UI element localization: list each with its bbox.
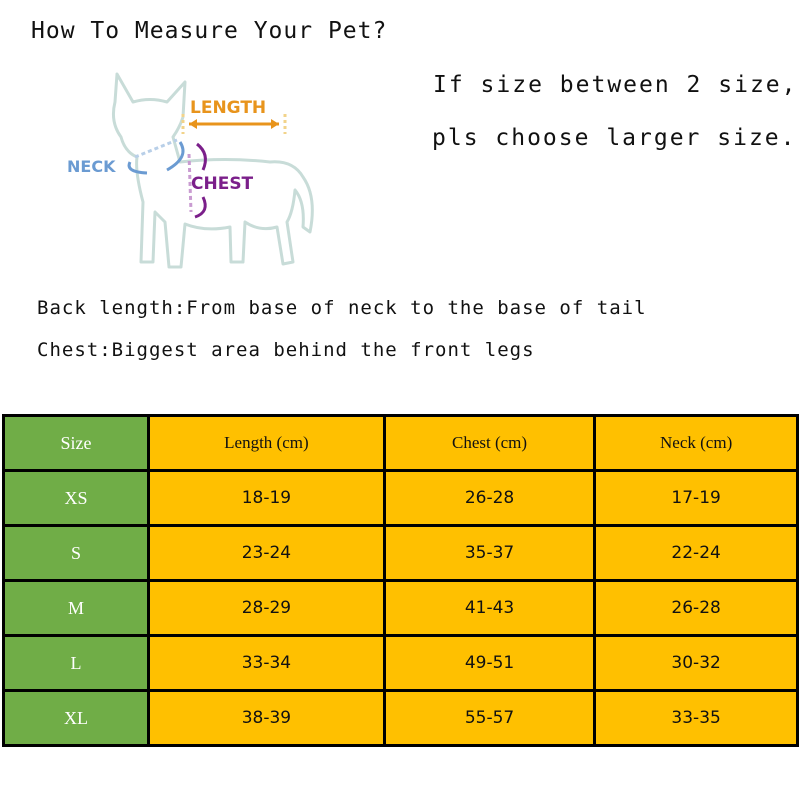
table-row: XS 18-19 26-28 17-19 — [2, 469, 799, 527]
neck-cell: 22-24 — [593, 524, 799, 582]
header-length: Length (cm) — [147, 414, 386, 472]
chest-cell: 41-43 — [382, 579, 597, 637]
table-row: S 23-24 35-37 22-24 — [2, 524, 799, 582]
size-chart-table: Size Length (cm) Chest (cm) Neck (cm) XS… — [2, 414, 799, 747]
length-label: LENGTH — [190, 98, 266, 118]
size-cell: S — [2, 524, 150, 582]
length-cell: 18-19 — [147, 469, 386, 527]
neck-label: NECK — [67, 157, 116, 176]
chest-definition: Chest:Biggest area behind the front legs — [37, 339, 535, 361]
size-cell: L — [2, 634, 150, 692]
chest-indicator: CHEST — [187, 142, 254, 219]
table-row: M 28-29 41-43 26-28 — [2, 579, 799, 637]
chest-cell: 55-57 — [382, 689, 597, 747]
chest-cell: 26-28 — [382, 469, 597, 527]
chest-label: CHEST — [191, 174, 254, 194]
length-indicator: LENGTH — [181, 98, 287, 134]
table-row: XL 38-39 55-57 33-35 — [2, 689, 799, 747]
length-cell: 23-24 — [147, 524, 386, 582]
table-header-row: Size Length (cm) Chest (cm) Neck (cm) — [2, 414, 799, 472]
header-neck: Neck (cm) — [593, 414, 799, 472]
size-note-line-1: If size between 2 size, — [433, 72, 798, 98]
header-size: Size — [2, 414, 150, 472]
dog-measurement-diagram: LENGTH NECK CHEST — [67, 72, 314, 269]
size-cell: XL — [2, 689, 150, 747]
neck-cell: 17-19 — [593, 469, 799, 527]
chest-cell: 35-37 — [382, 524, 597, 582]
size-note-line-2: pls choose larger size. — [432, 125, 797, 151]
dog-outline — [112, 72, 314, 269]
neck-cell: 30-32 — [593, 634, 799, 692]
page-title: How To Measure Your Pet? — [31, 18, 388, 44]
table-row: L 33-34 49-51 30-32 — [2, 634, 799, 692]
back-length-definition: Back length:From base of neck to the bas… — [37, 297, 647, 319]
header-chest: Chest (cm) — [382, 414, 597, 472]
length-cell: 38-39 — [147, 689, 386, 747]
length-cell: 28-29 — [147, 579, 386, 637]
size-cell: XS — [2, 469, 150, 527]
neck-cell: 33-35 — [593, 689, 799, 747]
neck-cell: 26-28 — [593, 579, 799, 637]
size-cell: M — [2, 579, 150, 637]
chest-cell: 49-51 — [382, 634, 597, 692]
neck-indicator: NECK — [67, 138, 185, 176]
length-cell: 33-34 — [147, 634, 386, 692]
